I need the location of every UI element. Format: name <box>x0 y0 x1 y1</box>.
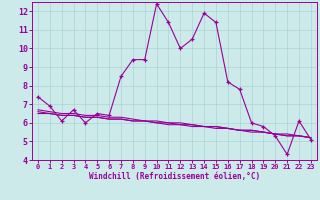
X-axis label: Windchill (Refroidissement éolien,°C): Windchill (Refroidissement éolien,°C) <box>89 172 260 181</box>
